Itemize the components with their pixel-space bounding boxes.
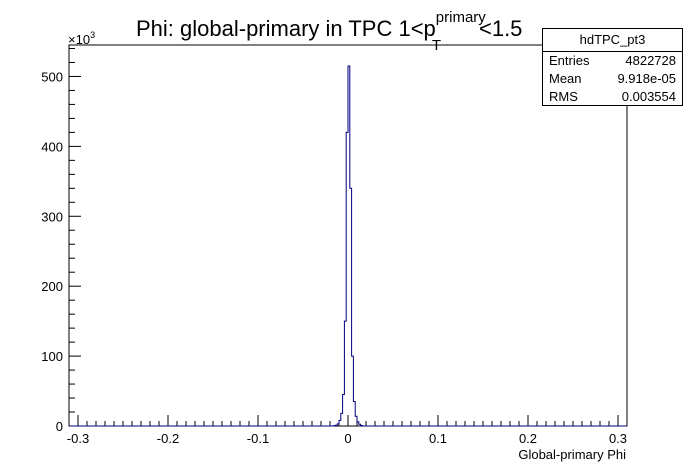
stats-value: 9.918e-05	[617, 71, 676, 86]
histogram-series	[69, 65, 627, 427]
stats-row-rms: RMS 0.003554	[543, 88, 682, 106]
x-tick-label: 0.2	[519, 431, 537, 446]
y-multiplier-base: ×10	[68, 32, 90, 47]
stats-label: Mean	[549, 71, 582, 86]
stats-box: hdTPC_pt3 Entries 4822728 Mean 9.918e-05…	[542, 28, 683, 106]
y-multiplier: ×103	[68, 30, 95, 47]
chart-title: Phi: global-primary in TPC 1<pprimary T<1…	[136, 9, 522, 54]
stats-row-mean: Mean 9.918e-05	[543, 70, 682, 88]
x-tick-label: -0.3	[67, 431, 89, 446]
title-sup: primary	[436, 9, 487, 26]
stats-label: RMS	[549, 89, 578, 104]
stats-row-entries: Entries 4822728	[543, 52, 682, 70]
stats-value: 4822728	[625, 53, 676, 68]
y-axis: 0 100 200 300 400 500	[41, 47, 81, 434]
x-axis-title: Global-primary Phi	[518, 447, 626, 462]
x-tick-label: 0.1	[429, 431, 447, 446]
y-tick-label: 500	[41, 69, 63, 84]
x-tick-label: -0.1	[247, 431, 269, 446]
title-main: Phi: global-primary in TPC 1<p	[136, 16, 436, 41]
y-tick-label: 100	[41, 349, 63, 364]
y-tick-label: 300	[41, 209, 63, 224]
y-multiplier-exp: 3	[90, 30, 95, 40]
y-tick-label: 200	[41, 279, 63, 294]
title-tail: <1.5	[479, 16, 522, 41]
y-tick-label: 400	[41, 139, 63, 154]
stats-label: Entries	[549, 53, 590, 68]
x-axis: -0.3 -0.2 -0.1 0 0.1 0.2 0.3	[67, 415, 627, 446]
stats-title: hdTPC_pt3	[543, 29, 682, 52]
x-tick-label: -0.2	[157, 431, 179, 446]
x-tick-label: 0.3	[609, 431, 627, 446]
x-tick-label: 0	[344, 431, 351, 446]
stats-value: 0.003554	[621, 89, 676, 104]
y-tick-label: 0	[56, 419, 63, 434]
